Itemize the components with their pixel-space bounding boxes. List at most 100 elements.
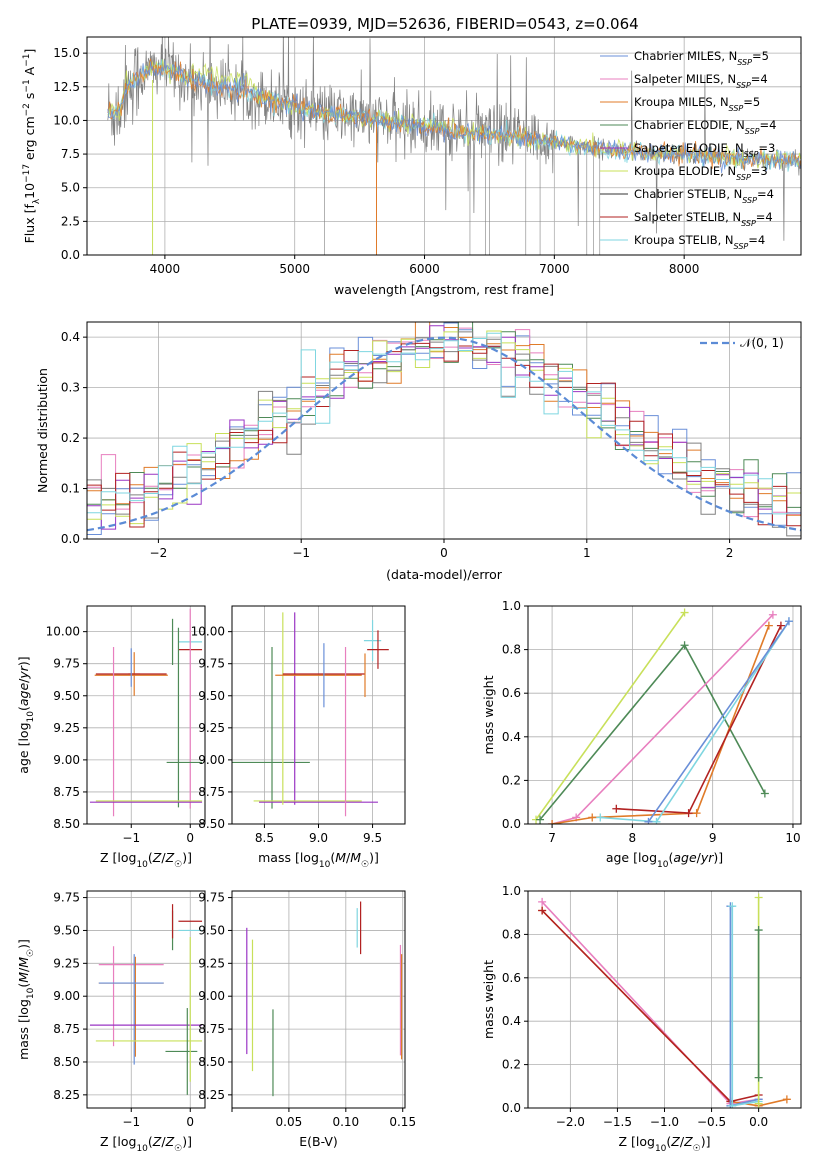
y-tick-label: 0.0 (61, 532, 80, 546)
axes-frame (86, 890, 206, 1109)
y-tick-label: 5.0 (61, 181, 80, 195)
y-tick-label: 0.6 (502, 686, 521, 700)
y-tick-label: 8.50 (198, 817, 225, 831)
plot-area-residuals (87, 322, 801, 537)
x-tick-label: 0 (186, 1115, 194, 1129)
y-tick-label: 9.75 (198, 657, 225, 671)
weight-marker (538, 906, 547, 915)
x-tick-label: −1 (122, 1115, 140, 1129)
y-tick-label: 0.0 (502, 817, 521, 831)
y-tick-label: 8.50 (198, 1055, 225, 1069)
x-tick-label: −1 (292, 546, 310, 560)
y-tick-label: 9.50 (53, 923, 80, 937)
weight-marker (684, 809, 693, 818)
y-tick-label: 0.0 (61, 248, 80, 262)
y-axis-label: mass weight (481, 960, 496, 1039)
plot-area-spectrum (107, 37, 801, 255)
y-tick-label: 0.2 (61, 431, 80, 445)
weight-marker (754, 893, 763, 902)
spectrum-legend: Chabrier MILES, NSSP=5 Salpeter MILES, NS… (600, 49, 776, 251)
y-tick-label: 15.0 (53, 46, 80, 60)
y-tick-label: 0.1 (61, 482, 80, 496)
panel-age_vs_Z: −1 0 8.50 8.75 9.00 9.25 9.50 9.75 10.00 Z [log10… (16, 605, 206, 870)
y-tick-label: 0.4 (502, 1014, 521, 1028)
legend-label: Salpeter MILES, NSSP=4 (634, 72, 768, 90)
weight-marker (754, 926, 763, 935)
y-tick-label: 8.75 (198, 1022, 225, 1036)
weight-marker (680, 608, 689, 617)
y-tick-label: 8.75 (53, 1022, 80, 1036)
y-tick-label: 10.00 (46, 625, 80, 639)
y-tick-label: 0.8 (502, 643, 521, 657)
panel-spectrum: 4000 5000 6000 7000 8000 0.0 2.5 5.0 7.5 10.0 12.5… (22, 36, 802, 297)
weight-marker (596, 813, 605, 822)
legend-label: Chabrier STELIB, NSSP=4 (634, 187, 774, 205)
x-axis-label: (data-model)/error (386, 567, 503, 582)
y-tick-label: 9.25 (53, 956, 80, 970)
y-tick-label: 8.75 (198, 785, 225, 799)
x-tick-label: 8.5 (255, 831, 274, 845)
x-tick-label: −1.5 (603, 1115, 632, 1129)
y-tick-label: 9.25 (198, 956, 225, 970)
weight-marker (612, 804, 621, 813)
y-tick-label: 9.75 (198, 891, 225, 905)
weight-series-line (729, 906, 759, 1107)
y-tick-label: 10.00 (191, 625, 225, 639)
weight-marker (588, 813, 597, 822)
y-tick-label: 12.5 (53, 80, 80, 94)
y-tick-label: 0.4 (61, 330, 80, 344)
weight-marker (538, 897, 547, 906)
weight-marker (692, 809, 701, 818)
y-tick-label: 8.25 (198, 1088, 225, 1102)
x-axis-label: age [log10(age/yr)] (606, 850, 723, 870)
x-tick-label: −0.5 (697, 1115, 726, 1129)
x-tick-label: 4000 (150, 262, 181, 276)
legend-label: Kroupa ELODIE, NSSP=3 (634, 164, 768, 182)
weight-series-line (731, 906, 759, 1107)
weight-series-line (616, 625, 782, 814)
y-tick-label: 9.75 (53, 891, 80, 905)
x-axis-label: E(B-V) (299, 1134, 338, 1149)
histogram-step (87, 332, 801, 515)
x-tick-label: 0 (440, 546, 448, 560)
histogram-step (87, 342, 801, 528)
x-axis-label: wavelength [Angstrom, rest frame] (334, 282, 554, 297)
weight-marker (754, 1099, 763, 1108)
weight-marker (760, 789, 769, 798)
y-tick-label: 0.3 (61, 381, 80, 395)
y-axis-label: mass [log10(M/M☉)] (16, 939, 36, 1060)
plot-area-weight_vs_age (532, 608, 793, 824)
x-tick-label: 7 (548, 831, 556, 845)
x-axis-label: Z [log10(Z/Z☉)] (100, 850, 192, 870)
plot-area-mass_vs_Z (89, 904, 203, 1095)
weight-marker (764, 621, 773, 630)
weight-series-line (551, 614, 774, 824)
y-tick-label: 9.00 (53, 753, 80, 767)
legend-label: Chabrier MILES, NSSP=5 (634, 49, 769, 67)
x-axis-label: Z [log10(Z/Z☉)] (100, 1134, 192, 1154)
x-tick-label: 6000 (409, 262, 440, 276)
weight-series-line (647, 620, 790, 823)
axes-frame (86, 605, 206, 825)
y-tick-label: 0.6 (502, 971, 521, 985)
x-axis-label: Z [log10(Z/Z☉)] (618, 1134, 710, 1154)
panel-mass_vs_ebv: 0.05 0.10 0.15 8.25 8.50 8.75 9.00 9.25 9.50 9.75… (198, 890, 416, 1149)
weight-marker (644, 817, 653, 824)
x-tick-label: 0.0 (749, 1115, 768, 1129)
x-tick-label: 9.0 (309, 831, 328, 845)
y-tick-label: 9.00 (53, 989, 80, 1003)
y-tick-label: 9.00 (198, 989, 225, 1003)
x-tick-label: 0.10 (332, 1115, 359, 1129)
panel-age_vs_mass: 8.5 9.0 9.5 8.50 8.75 9.00 9.25 9.50 9.75 10.00 ma… (191, 605, 406, 870)
y-tick-label: 9.25 (53, 721, 80, 735)
legend-label: 𝒩(0, 1) (740, 336, 784, 350)
y-tick-label: 9.75 (53, 657, 80, 671)
x-tick-label: 10 (785, 831, 800, 845)
y-tick-label: 0.8 (502, 927, 521, 941)
panel-residuals: −2 −1 0 1 2 0.0 0.1 0.2 0.3 0.4 𝒩(0, 1) (data-model… (35, 321, 802, 582)
plot-area-age_vs_mass (232, 612, 389, 817)
y-tick-label: 8.75 (53, 785, 80, 799)
weight-marker (652, 817, 661, 824)
weight-marker (754, 1073, 763, 1082)
